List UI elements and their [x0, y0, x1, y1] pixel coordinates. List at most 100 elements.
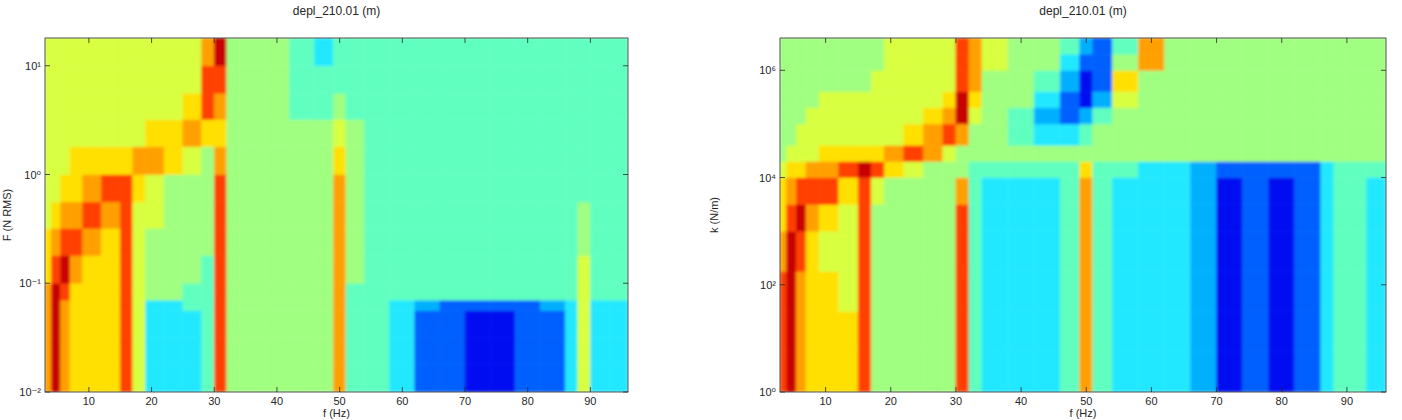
heatmap-cell: [45, 93, 51, 119]
heatmap-cell: [365, 255, 390, 283]
heatmap-cell: [70, 147, 83, 175]
heatmap-cell: [1347, 178, 1367, 205]
heatmap-cell: [61, 66, 70, 93]
heatmap-cell: [490, 202, 515, 228]
heatmap-cell: [787, 231, 797, 271]
heatmap-cell: [70, 93, 83, 119]
heatmap-cell: [1164, 178, 1190, 205]
heatmap-cell: [1060, 54, 1080, 70]
heatmap-cell: [590, 311, 609, 337]
y-tick: [780, 70, 785, 71]
heatmap-cell: [183, 364, 202, 392]
x-tick: [955, 387, 956, 392]
heatmap-cell: [183, 147, 202, 175]
heatmap-cell: [164, 337, 183, 364]
heatmap-cell: [578, 93, 591, 119]
heatmap-cell: [1347, 161, 1367, 177]
heatmap-cell: [858, 161, 871, 177]
heatmap-cell: [1366, 271, 1386, 311]
heatmap-cell: [839, 271, 859, 311]
heatmap-cell: [183, 120, 202, 147]
heatmap-cell: [1093, 271, 1113, 311]
heatmap-cell: [1295, 38, 1321, 54]
heatmap-cell: [1034, 271, 1060, 311]
x-tick-label: 10: [83, 395, 95, 407]
heatmap-cell: [1334, 204, 1347, 231]
heatmap-cell: [120, 337, 133, 364]
plot-frame: [780, 38, 1386, 392]
heatmap-cell: [465, 175, 490, 202]
heatmap-cell: [1112, 231, 1138, 271]
heatmap-cell: [70, 337, 83, 364]
heatmap-cell: [871, 145, 884, 161]
heatmap-cell: [365, 311, 390, 337]
heatmap-cell: [515, 283, 540, 300]
heatmap-cell: [609, 255, 628, 283]
heatmap-cell: [83, 175, 102, 202]
heatmap-cell: [415, 337, 440, 364]
heatmap-cell: [1164, 231, 1190, 271]
heatmap-chart: 10203040506070809010⁰10²10⁴10⁶depl_210.0…: [708, 4, 1386, 419]
heatmap-cell: [904, 178, 924, 205]
heatmap-cell: [490, 38, 515, 66]
heatmap-cell: [1060, 271, 1080, 311]
heatmap-cell: [145, 228, 164, 255]
heatmap-cell: [1191, 54, 1217, 70]
heatmap-cell: [70, 202, 83, 228]
heatmap-cell: [61, 311, 70, 337]
heatmap-cell: [1191, 92, 1217, 108]
heatmap-cell: [490, 283, 515, 300]
heatmap-cell: [214, 364, 227, 392]
heatmap-cell: [51, 337, 60, 364]
heatmap-cell: [540, 66, 565, 93]
heatmap-cell: [45, 147, 51, 175]
heatmap-cell: [1321, 161, 1334, 177]
heatmap-cell: [45, 175, 51, 202]
heatmap-cell: [1334, 311, 1347, 352]
heatmap-cell: [1217, 161, 1243, 177]
heatmap-cell: [1295, 145, 1321, 161]
heatmap-cell: [796, 271, 806, 311]
heatmap-cell: [1347, 145, 1367, 161]
heatmap-chart: 10203040506070809010⁻²10⁻¹10⁰10¹depl_210…: [1, 4, 628, 419]
heatmap-cell: [943, 161, 956, 177]
heatmap-cell: [1243, 311, 1269, 352]
heatmap-cell: [1008, 54, 1034, 70]
heatmap-cell: [183, 228, 202, 255]
heatmap-cell: [365, 93, 390, 119]
x-tick: [825, 387, 826, 392]
heatmap-cell: [214, 300, 227, 311]
heatmap-cell: [1164, 70, 1190, 91]
heatmap-cell: [45, 364, 51, 392]
heatmap-cell: [839, 124, 859, 145]
y-tick: [623, 283, 628, 284]
heatmap-cell: [490, 311, 515, 337]
heatmap-cell: [133, 255, 146, 283]
heatmap-cell: [70, 66, 83, 93]
heatmap-cell: [1269, 54, 1295, 70]
heatmap-cell: [289, 364, 314, 392]
heatmap-cell: [787, 38, 797, 54]
heatmap-cell: [289, 38, 314, 66]
heatmap-cell: [923, 108, 943, 124]
heatmap-cell: [982, 108, 1008, 124]
heatmap-cell: [578, 283, 591, 300]
heatmap-cell: [956, 38, 969, 54]
heatmap-cell: [214, 93, 227, 119]
y-tick-label: 10⁴: [759, 172, 776, 184]
heatmap-cell: [1243, 38, 1269, 54]
heatmap-cell: [202, 364, 215, 392]
heatmap-cell: [51, 93, 60, 119]
heatmap-cell: [943, 108, 956, 124]
heatmap-cell: [61, 337, 70, 364]
heatmap-cell: [819, 92, 839, 108]
heatmap-cell: [145, 255, 164, 283]
heatmap-cell: [1243, 92, 1269, 108]
heatmap-cell: [787, 352, 797, 392]
heatmap-cell: [440, 300, 465, 311]
heatmap-cell: [440, 311, 465, 337]
heatmap-cell: [70, 175, 83, 202]
heatmap-cell: [465, 228, 490, 255]
heatmap-cell: [578, 228, 591, 255]
heatmap-cell: [101, 364, 120, 392]
